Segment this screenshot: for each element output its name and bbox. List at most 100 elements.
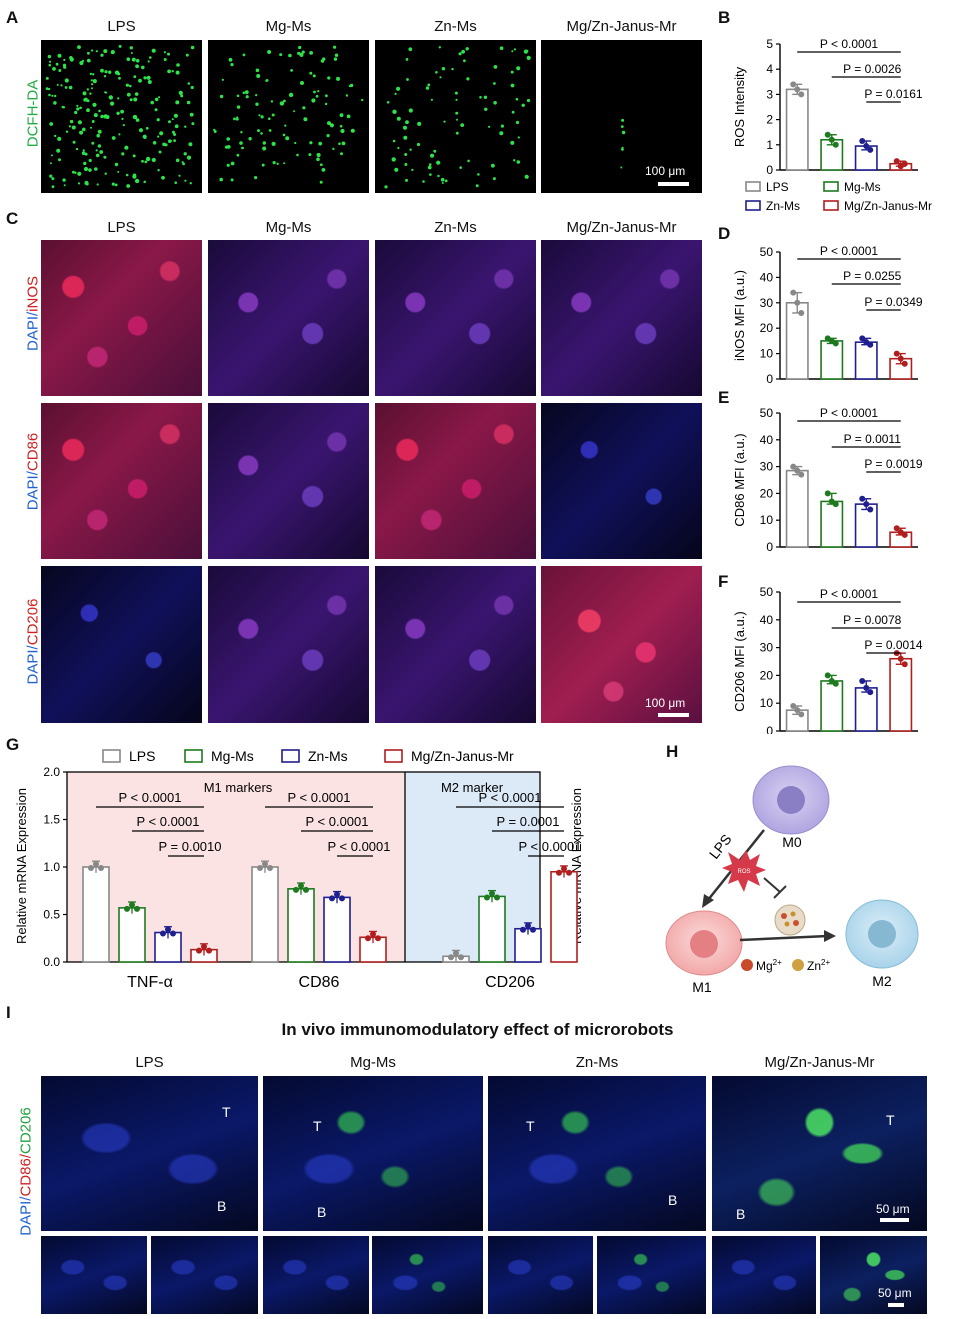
image-i-zn-sub1 [488, 1236, 593, 1314]
legend-swatch [102, 749, 121, 763]
green-dot [175, 70, 180, 75]
data-point [790, 463, 797, 470]
green-dot [68, 125, 71, 128]
green-dot [103, 75, 107, 78]
green-dot [53, 101, 57, 105]
sig-label: P < 0.0001 [820, 37, 878, 51]
legend-label: Mg-Ms [844, 180, 881, 194]
data-point [790, 702, 797, 709]
green-dot [510, 140, 515, 145]
green-dot [441, 67, 446, 71]
green-dot [147, 60, 150, 63]
y-axis-label: CD206 MFI (a.u.) [732, 611, 747, 711]
data-point [859, 677, 866, 684]
green-dot [171, 118, 174, 121]
green-dot [61, 105, 65, 109]
scale-text: 100 μm [645, 164, 686, 178]
legend-label: Mg-Ms [211, 748, 254, 764]
green-dot [187, 82, 191, 85]
y-tick-label: 10 [760, 696, 774, 710]
green-dot [320, 59, 325, 63]
green-dot [132, 114, 138, 120]
green-dot [68, 85, 73, 90]
green-dot [308, 153, 312, 157]
green-dot [168, 120, 171, 124]
image-a-lps [41, 40, 202, 193]
col-header-lps: LPS [135, 1054, 164, 1071]
bar [820, 500, 844, 548]
green-dot [154, 97, 159, 102]
green-dot [156, 118, 160, 122]
image-a-zn [375, 40, 536, 193]
green-dot [76, 104, 79, 107]
green-dot [189, 182, 192, 185]
green-dot [141, 65, 145, 70]
green-dot [299, 52, 304, 57]
green-dot [51, 185, 55, 189]
green-dot [163, 58, 167, 61]
bar [854, 687, 878, 732]
y-tick-label: 20 [760, 668, 774, 682]
green-dot [313, 90, 316, 94]
green-dot [135, 58, 140, 63]
row-label-cd86: DAPI/CD86 [24, 432, 42, 511]
green-dot [477, 173, 480, 176]
green-dot [90, 126, 92, 129]
green-dot [108, 70, 112, 74]
chart-f: 0 10 20 30 40 50 CD206 MFI (a.u.) P < 0.0001 P =… [732, 585, 923, 734]
green-dot [91, 120, 95, 123]
green-dot [404, 153, 408, 156]
data-point [93, 861, 99, 867]
green-dot [95, 149, 98, 152]
y-tick-label: 40 [760, 613, 774, 627]
green-dot [312, 74, 316, 78]
green-dot [429, 173, 432, 176]
data-point [824, 131, 831, 138]
green-dot [620, 125, 624, 128]
green-dot [254, 176, 258, 180]
y-tick-label: 40 [760, 270, 774, 284]
data-point [339, 895, 345, 902]
y-tick-label: 0 [766, 724, 773, 734]
data-point [832, 501, 839, 508]
green-dot [145, 126, 149, 130]
green-dot [64, 78, 69, 83]
green-dot [83, 161, 87, 166]
green-dot [100, 53, 104, 57]
data-point [893, 158, 900, 165]
green-dot [111, 136, 116, 140]
green-dot [511, 50, 514, 53]
green-dot [466, 77, 470, 81]
m1-m2-arrow [739, 934, 829, 942]
green-dot [422, 180, 425, 183]
row-label-cd206: DAPI/CD206 [24, 598, 42, 685]
panel-label-i: I [6, 1003, 11, 1022]
green-dot [338, 142, 341, 145]
green-dot [118, 133, 121, 136]
green-dot [226, 137, 230, 141]
data-point [365, 935, 371, 942]
data-point [453, 950, 459, 957]
green-dot [178, 90, 183, 95]
green-dot [268, 117, 271, 120]
green-dot [219, 94, 224, 99]
ros-text: ROS [737, 869, 750, 875]
green-dot [145, 156, 151, 162]
green-dot [244, 90, 249, 95]
data-point [489, 890, 495, 897]
green-dot [230, 63, 234, 67]
green-dot [430, 153, 435, 158]
green-dot [138, 78, 142, 83]
green-dot [236, 105, 241, 109]
sig-label: P = 0.0255 [843, 269, 901, 283]
data-point [901, 360, 908, 367]
green-dot [103, 155, 107, 159]
scale-text: 50 μm [876, 1202, 910, 1216]
col-header-zn: Zn-Ms [575, 1054, 619, 1071]
image-i-janus-sub1 [712, 1236, 816, 1314]
green-dot [125, 173, 129, 177]
green-dot [620, 166, 623, 169]
green-dot [403, 125, 407, 130]
microrobot-icon [774, 904, 806, 936]
group-title-m2: M2 marker [441, 780, 504, 795]
